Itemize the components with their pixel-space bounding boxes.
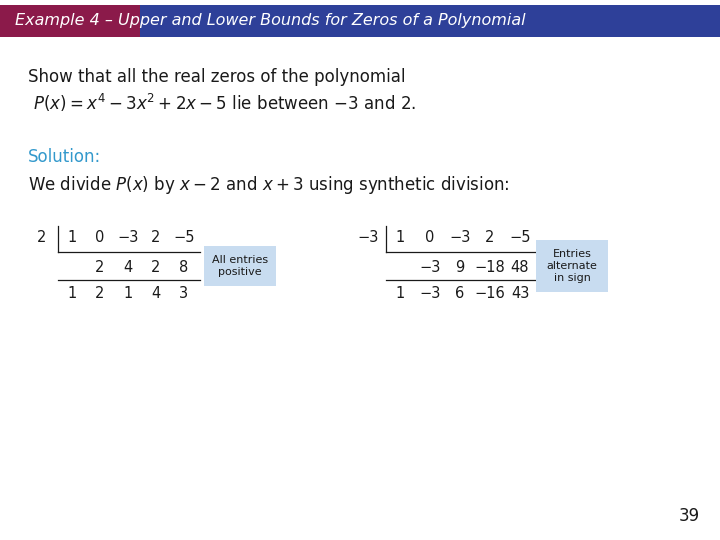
- Text: 8: 8: [179, 260, 189, 275]
- Text: −3: −3: [419, 286, 441, 300]
- Text: 1: 1: [395, 231, 405, 246]
- Text: Solution:: Solution:: [28, 148, 102, 166]
- Text: 2: 2: [151, 260, 161, 275]
- Text: Entries
alternate
in sign: Entries alternate in sign: [546, 249, 598, 282]
- Text: −3: −3: [419, 260, 441, 275]
- Text: 6: 6: [455, 286, 464, 300]
- Text: −3: −3: [357, 231, 379, 246]
- Text: Show that all the real zeros of the polynomial: Show that all the real zeros of the poly…: [28, 68, 405, 86]
- Text: 4: 4: [123, 260, 132, 275]
- Text: 2: 2: [485, 231, 495, 246]
- FancyBboxPatch shape: [140, 5, 720, 37]
- Text: −18: −18: [474, 260, 505, 275]
- Text: 1: 1: [68, 231, 76, 246]
- Text: 0: 0: [426, 231, 435, 246]
- FancyBboxPatch shape: [204, 246, 276, 286]
- Text: 48: 48: [510, 260, 529, 275]
- Text: 1: 1: [395, 286, 405, 300]
- Text: $P(x) = x^4 - 3x^2 + 2x - 5$ lie between $-$3 and 2.: $P(x) = x^4 - 3x^2 + 2x - 5$ lie between…: [28, 92, 416, 114]
- Text: 9: 9: [455, 260, 464, 275]
- FancyBboxPatch shape: [0, 5, 140, 37]
- Text: 2: 2: [95, 286, 104, 300]
- Text: 39: 39: [679, 507, 700, 525]
- Text: −3: −3: [449, 231, 471, 246]
- FancyBboxPatch shape: [536, 240, 608, 292]
- Text: 43: 43: [510, 286, 529, 300]
- Text: 3: 3: [179, 286, 189, 300]
- Text: Example 4 – Upper and Lower Bounds for Zeros of a Polynomial: Example 4 – Upper and Lower Bounds for Z…: [15, 14, 526, 29]
- Text: 4: 4: [151, 286, 161, 300]
- Text: All entries
positive: All entries positive: [212, 255, 268, 277]
- Text: 2: 2: [95, 260, 104, 275]
- Text: 1: 1: [68, 286, 76, 300]
- Text: 2: 2: [37, 231, 47, 246]
- Text: 2: 2: [151, 231, 161, 246]
- Text: 1: 1: [123, 286, 132, 300]
- Text: −5: −5: [509, 231, 531, 246]
- Text: −5: −5: [174, 231, 194, 246]
- Text: −16: −16: [474, 286, 505, 300]
- Text: We divide $P(x)$ by $x - 2$ and $x + 3$ using synthetic division:: We divide $P(x)$ by $x - 2$ and $x + 3$ …: [28, 174, 510, 196]
- Text: 0: 0: [95, 231, 104, 246]
- Text: −3: −3: [117, 231, 139, 246]
